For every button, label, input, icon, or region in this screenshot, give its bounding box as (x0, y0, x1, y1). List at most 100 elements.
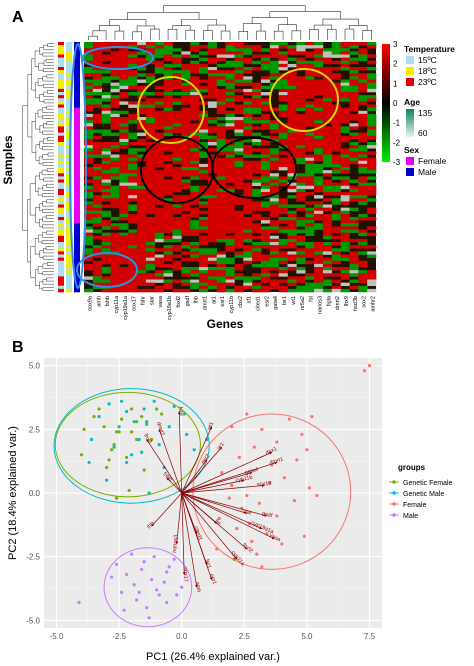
data-point (287, 417, 291, 421)
highlight-ellipse (69, 43, 87, 289)
heatmap-cell (234, 242, 244, 246)
heatmap-cell (154, 232, 164, 237)
heatmap-cell (296, 248, 306, 252)
heatmap-cell (243, 88, 253, 93)
heatmap-cell (234, 48, 244, 52)
heatmap-cell (234, 229, 244, 233)
heatmap-cell (287, 51, 297, 55)
heatmap-cell (260, 220, 271, 224)
heatmap-cell (145, 226, 156, 230)
heatmap-cell (252, 257, 262, 262)
age-bar-cell (66, 192, 72, 196)
temperature-legend-label: 15ºC (418, 55, 437, 65)
heatmap-cell (340, 242, 350, 246)
heatmap-cell (243, 185, 253, 190)
heatmap-cell (322, 54, 333, 58)
pca-legend-label: Female (403, 502, 426, 509)
heatmap-cell (137, 213, 147, 218)
data-point (140, 567, 144, 572)
heatmap-cell (305, 210, 315, 215)
heatmap-cell (145, 113, 156, 118)
heatmap-cell (331, 51, 341, 55)
heatmap-cell (331, 98, 341, 102)
heatmap-cell (145, 73, 156, 77)
heatmap-cell (252, 229, 262, 233)
heatmap-cell (154, 135, 164, 140)
heatmap-cell (305, 282, 315, 287)
heatmap-cell (119, 170, 129, 174)
heatmap-cell (172, 129, 182, 133)
heatmap-cell (367, 282, 377, 287)
heatmap-cell (101, 63, 111, 68)
heatmap-cell (314, 195, 324, 199)
heatmap-cell (119, 192, 129, 196)
heatmap-cell (243, 123, 253, 127)
heatmap-cell (137, 260, 147, 265)
heatmap-cell (331, 132, 341, 137)
dendrogram-branch (35, 113, 40, 130)
heatmap-cell (305, 170, 315, 174)
heatmap-cell (172, 232, 182, 237)
heatmap-cell (305, 223, 315, 227)
heatmap-cell (340, 254, 350, 258)
heatmap-cell (331, 213, 341, 218)
heatmap-cell (305, 273, 315, 277)
heatmap-cell (252, 148, 262, 152)
heatmap-cell (234, 57, 244, 62)
sex-bar-cell (74, 160, 80, 165)
data-point (160, 412, 164, 416)
temperature-bar-cell (58, 135, 64, 140)
heatmap-cell (278, 51, 288, 55)
heatmap-cell (243, 192, 253, 196)
data-point (130, 407, 134, 411)
temperature-bar-cell (58, 154, 64, 158)
heatmap-cell (287, 182, 297, 187)
heatmap-cell (163, 213, 173, 218)
heatmap-cell (154, 235, 164, 240)
heatmap-cell (216, 210, 226, 215)
heatmap-cell (349, 160, 359, 165)
heatmap-cell (172, 195, 182, 199)
heatmap-cell (216, 107, 226, 112)
heatmap-cell (269, 235, 279, 240)
heatmap-cell (322, 157, 333, 162)
heatmap-cell (252, 282, 262, 287)
heatmap-cell (296, 57, 306, 62)
heatmap-cell (172, 176, 182, 180)
data-point (165, 600, 169, 605)
heatmap-cell (314, 129, 324, 133)
heatmap-cell (84, 135, 94, 140)
heatmap (84, 42, 377, 293)
heatmap-cell (128, 135, 138, 140)
heatmap-cell (260, 182, 271, 187)
heatmap-cell (154, 285, 164, 290)
data-point (140, 450, 144, 454)
heatmap-cell (154, 279, 164, 283)
heatmap-cell (296, 160, 306, 165)
age-bar-cell (66, 179, 72, 183)
heatmap-cell (128, 85, 138, 90)
data-point (142, 407, 146, 411)
heatmap-cell (296, 229, 306, 233)
heatmap-cell (101, 120, 111, 124)
temperature-bar-cell (58, 92, 64, 96)
heatmap-cell (305, 76, 315, 80)
heatmap-cell (314, 251, 324, 255)
sex-bar-cell (74, 188, 80, 193)
heatmap-cell (314, 204, 324, 208)
data-point (300, 432, 304, 437)
sex-bar-cell (74, 179, 80, 183)
heatmap-cell (163, 254, 173, 258)
heatmap-cell (110, 242, 120, 246)
heatmap-cell (314, 88, 324, 93)
heatmap-cell (154, 123, 164, 127)
heatmap-cell (154, 248, 164, 252)
dendrogram-branch (38, 62, 44, 71)
heatmap-cell (84, 42, 94, 46)
heatmap-cell (340, 198, 350, 202)
heatmap-cell (199, 173, 209, 177)
heatmap-cell (234, 235, 244, 240)
heatmap-cell (243, 182, 253, 187)
age-bar-cell (66, 104, 72, 108)
heatmap-cell (172, 167, 182, 171)
